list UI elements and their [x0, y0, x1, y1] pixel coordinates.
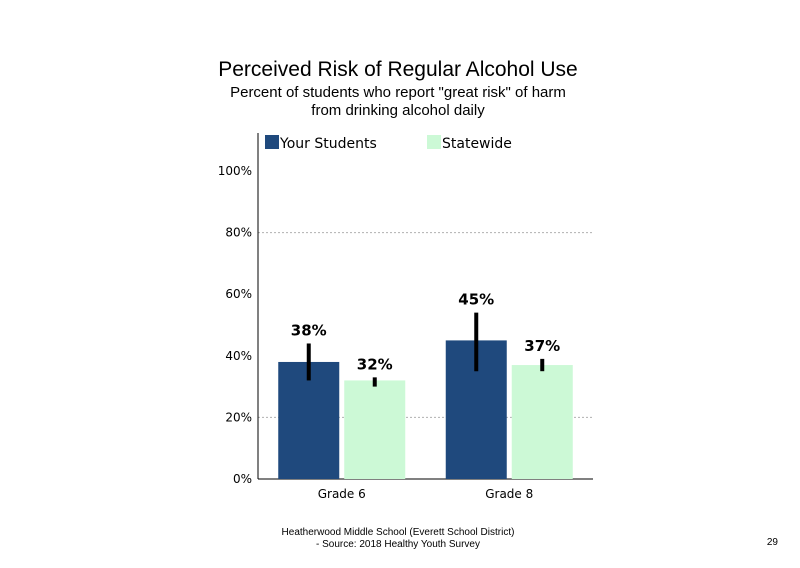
data-label: 45% [458, 291, 494, 309]
legend-label: Statewide [442, 136, 512, 152]
legend-swatch [427, 135, 441, 149]
data-label: 37% [524, 337, 560, 355]
chart-title: Perceived Risk of Regular Alcohol Use [218, 58, 578, 81]
bar [278, 361, 340, 479]
chart-subtitle-line1: Percent of students who report "great ri… [230, 84, 566, 101]
bar [511, 365, 573, 479]
legend-label: Your Students [279, 136, 377, 152]
bar [344, 380, 406, 479]
legend-swatch [265, 135, 279, 149]
page-number: 29 [766, 537, 778, 548]
category-label: Grade 8 [485, 487, 533, 501]
chart-subtitle: Percent of students who report "great ri… [0, 84, 796, 120]
y-tick-label: 100% [218, 164, 252, 178]
chart-subtitle-line2: from drinking alcohol daily [311, 102, 485, 119]
data-label: 32% [357, 355, 393, 373]
footer-source: - Source: 2018 Healthy Youth Survey [316, 539, 480, 550]
y-tick-label: 60% [225, 287, 252, 301]
y-tick-label: 20% [225, 410, 252, 424]
category-label: Grade 6 [318, 487, 366, 501]
y-tick-label: 0% [233, 472, 252, 486]
y-tick-label: 40% [225, 349, 252, 363]
footer-school: Heatherwood Middle School (Everett Schoo… [281, 527, 515, 538]
data-label: 38% [291, 321, 327, 339]
y-tick-label: 80% [225, 226, 252, 240]
